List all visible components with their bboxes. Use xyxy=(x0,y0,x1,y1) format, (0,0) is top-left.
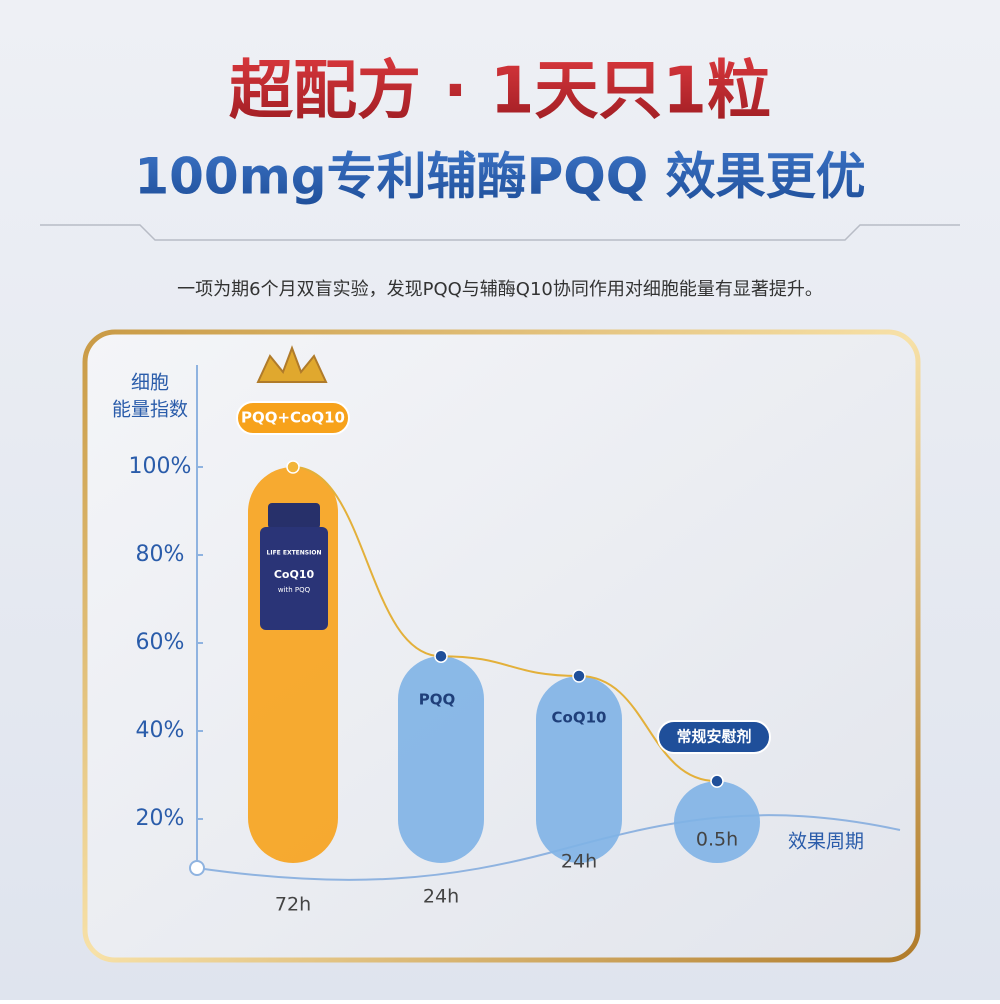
category-label: 常规安慰剂 xyxy=(676,728,751,746)
category-label: PQQ xyxy=(419,691,456,709)
description: 一项为期6个月双盲实验，发现PQQ与辅酶Q10协同作用对细胞能量有显著提升。 xyxy=(177,279,823,300)
product-name: CoQ10 xyxy=(274,568,315,581)
y-axis-label: 细胞 xyxy=(131,372,169,394)
y-axis-label: 能量指数 xyxy=(112,399,188,421)
bottle-cap xyxy=(268,503,320,529)
y-tick-label: 80% xyxy=(136,542,185,567)
bar xyxy=(398,656,484,863)
bar xyxy=(674,781,760,863)
trend-line xyxy=(292,466,718,783)
x-axis-label: 效果周期 xyxy=(788,831,864,853)
product-brand: LIFE EXTENSION xyxy=(267,550,322,557)
bar xyxy=(536,676,622,863)
title: 超配方 · 1天只1粒 xyxy=(229,55,771,129)
chart-card xyxy=(82,329,921,963)
y-tick-label: 40% xyxy=(136,718,185,743)
y-tick-label: 20% xyxy=(136,806,185,831)
data-point xyxy=(286,460,300,474)
duration-label: 72h xyxy=(275,894,311,916)
divider xyxy=(40,224,960,241)
y-tick-label: 100% xyxy=(129,454,192,479)
subtitle: 100mg专利辅酶PQQ 效果更优 xyxy=(134,148,865,206)
duration-label: 0.5h xyxy=(696,829,738,851)
data-point xyxy=(572,669,586,683)
data-point xyxy=(434,649,448,663)
category-label: CoQ10 xyxy=(552,709,607,727)
bottle xyxy=(260,527,328,630)
axis-origin xyxy=(189,860,205,876)
crown-icon xyxy=(256,345,328,383)
duration-label: 24h xyxy=(561,851,597,873)
product-note: with PQQ xyxy=(278,586,311,594)
category-pill xyxy=(657,720,771,754)
category-label: PQQ+CoQ10 xyxy=(241,409,345,427)
y-tick-label: 60% xyxy=(136,630,185,655)
data-point xyxy=(710,774,724,788)
duration-label: 24h xyxy=(423,886,459,908)
category-pill xyxy=(236,401,350,435)
product-image: LIFE EXTENSION CoQ10 with PQQ xyxy=(260,503,328,630)
